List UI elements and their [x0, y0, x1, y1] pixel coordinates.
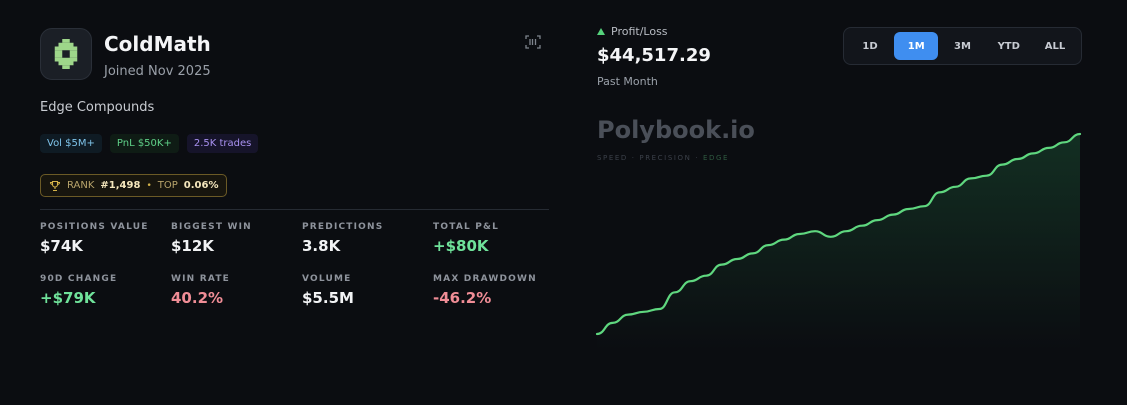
pnl-chip: PnL $50K+	[109, 134, 179, 153]
brand-tagline-a: SPEED · PRECISION ·	[597, 154, 700, 162]
chart-series-line	[595, 132, 1082, 336]
stat-max-drawdown: MAX DRAWDOWN -46.2%	[433, 274, 537, 307]
pnl-value: $44,517.29	[597, 45, 711, 66]
brand-tagline-b: EDGE	[702, 154, 730, 162]
stat-label: TOTAL P&L	[433, 222, 500, 232]
stat-label: BIGGEST WIN	[171, 222, 252, 232]
stat-volume: VOLUME $5.5M	[302, 274, 354, 307]
time-range-selector: 1D 1M 3M YTD ALL	[843, 27, 1082, 65]
stat-value: $12K	[171, 237, 214, 255]
rank-value: #1,498	[100, 180, 141, 191]
joined-date: Joined Nov 2025	[104, 64, 211, 79]
qr-scan-icon	[525, 35, 541, 49]
stat-value: +$79K	[40, 289, 96, 307]
avatar	[40, 28, 92, 80]
pixel-bot-icon	[54, 39, 78, 69]
range-1m-button[interactable]: 1M	[894, 32, 939, 60]
qr-code-button[interactable]	[524, 34, 542, 50]
trades-chip: 2.5K trades	[186, 134, 259, 153]
stat-value: 3.8K	[302, 237, 341, 255]
range-3m-button[interactable]: 3M	[954, 40, 971, 52]
range-1d-button[interactable]: 1D	[862, 40, 878, 52]
brand-tagline: SPEED · PRECISION · EDGE	[597, 154, 729, 162]
rank-badge: RANK #1,498 • TOP 0.06%	[40, 174, 228, 197]
chart-area-fill	[597, 134, 1080, 350]
pnl-chart	[595, 132, 1082, 350]
stat-win-rate: WIN RATE 40.2%	[171, 274, 230, 307]
stat-predictions: PREDICTIONS 3.8K	[302, 222, 383, 255]
stat-biggest-win: BIGGEST WIN $12K	[171, 222, 252, 255]
volume-chip: Vol $5M+	[40, 134, 102, 153]
stat-value: 40.2%	[171, 289, 224, 307]
top-label: TOP	[157, 180, 178, 191]
stat-value: $5.5M	[302, 289, 354, 307]
stat-value: -46.2%	[433, 289, 492, 307]
rank-label: RANK	[67, 180, 95, 191]
stat-label: VOLUME	[302, 274, 352, 284]
rank-separator: •	[146, 180, 152, 191]
stat-value: $74K	[40, 237, 83, 255]
pnl-label: Profit/Loss	[597, 25, 668, 38]
range-ytd-button[interactable]: YTD	[997, 40, 1020, 52]
stat-label: WIN RATE	[171, 274, 231, 284]
profile-name: ColdMath	[104, 32, 211, 56]
stat-value: +$80K	[433, 237, 489, 255]
summary-chips: Vol $5M+ PnL $50K+ 2.5K trades	[40, 134, 259, 153]
brand-watermark: Polybook.io	[597, 116, 755, 144]
pnl-period: Past Month	[597, 75, 658, 88]
range-all-button[interactable]: ALL	[1044, 40, 1066, 52]
stat-total-pnl: TOTAL P&L +$80K	[433, 222, 499, 255]
stat-label: MAX DRAWDOWN	[433, 274, 537, 284]
pnl-label-text: Profit/Loss	[611, 25, 668, 38]
stat-label: PREDICTIONS	[302, 222, 384, 232]
trophy-icon	[49, 180, 61, 191]
stat-label: 90D CHANGE	[40, 274, 118, 284]
up-triangle-icon	[597, 28, 605, 35]
stat-label: POSITIONS VALUE	[40, 222, 149, 232]
stat-positions-value: POSITIONS VALUE $74K	[40, 222, 149, 255]
top-value: 0.06%	[183, 180, 219, 191]
divider	[40, 209, 549, 210]
stat-90d-change: 90D CHANGE +$79K	[40, 274, 117, 307]
profile-tagline: Edge Compounds	[40, 100, 155, 115]
